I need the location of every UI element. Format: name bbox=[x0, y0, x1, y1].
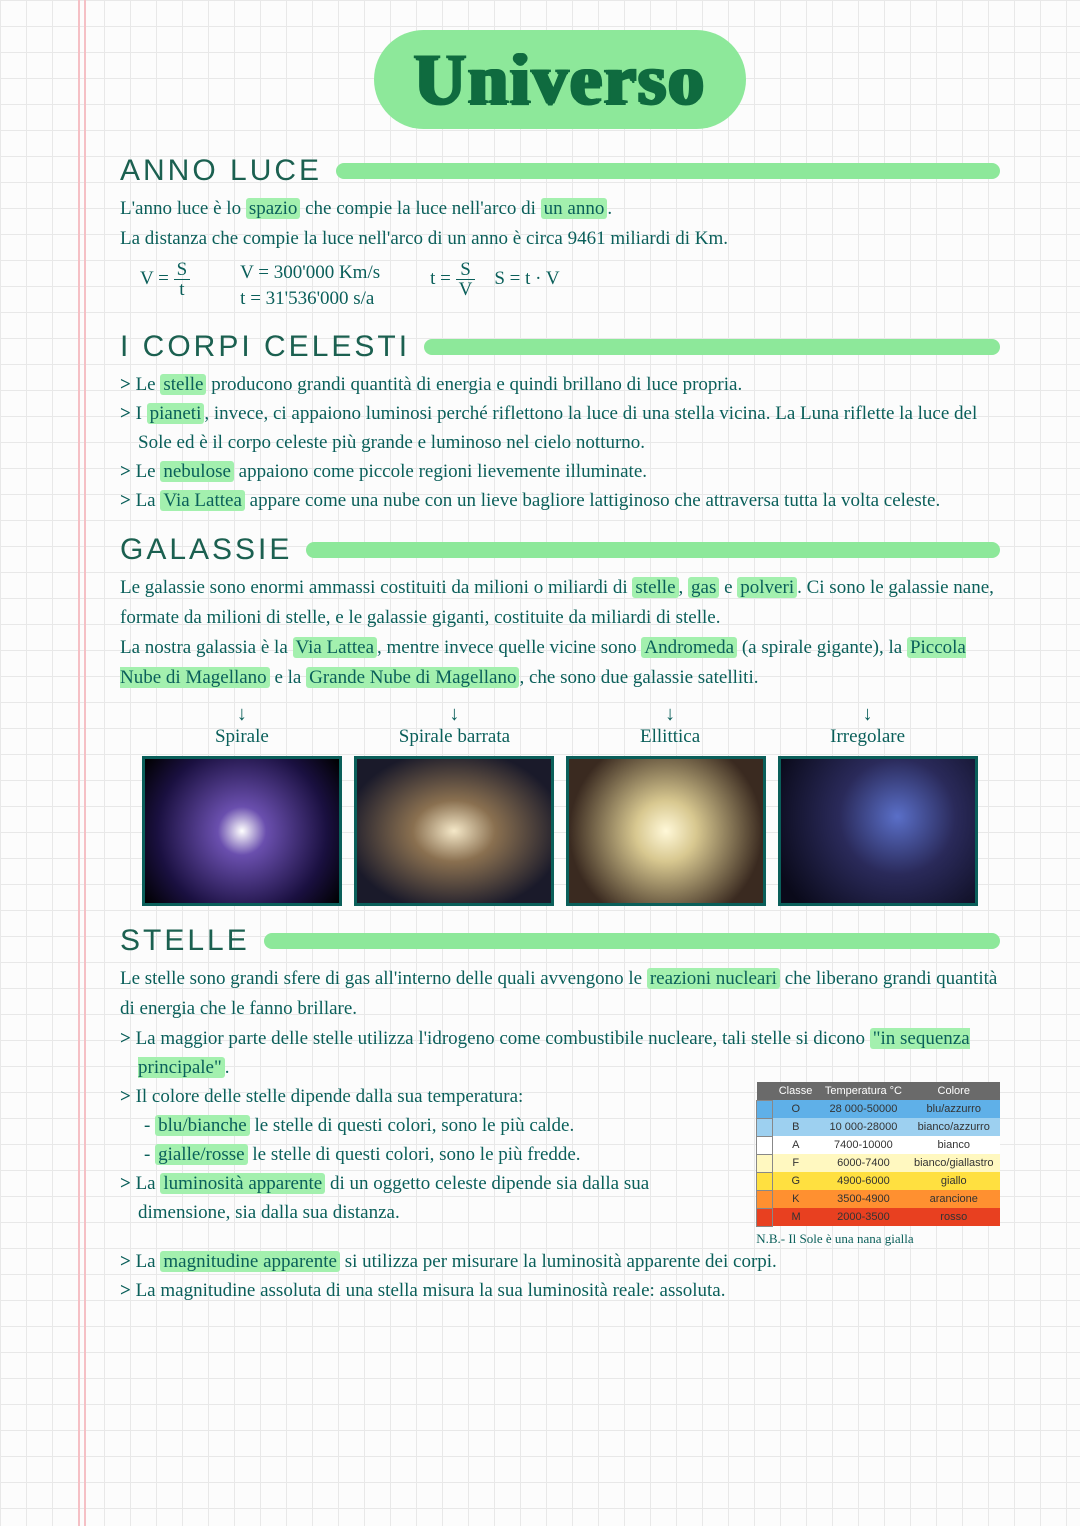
star-class-table-wrap: Classe Temperatura °C Colore O28 000-500… bbox=[756, 1082, 1000, 1247]
galaxy-img-elliptical bbox=[566, 756, 766, 906]
galaxy-img-spiral bbox=[142, 756, 342, 906]
galassie-p1: Le galassie sono enormi ammassi costitui… bbox=[120, 573, 1000, 633]
galaxy-type-spiral: Spirale bbox=[215, 726, 269, 747]
heading-anno-luce: ANNO LUCE bbox=[120, 154, 336, 188]
star-class-table: Classe Temperatura °C Colore O28 000-500… bbox=[756, 1082, 1000, 1227]
formula-row: V = St V = 300'000 Km/s t = 31'536'000 s… bbox=[140, 260, 1000, 312]
section-stelle: STELLE bbox=[120, 924, 1000, 958]
heading-bar bbox=[264, 933, 1000, 949]
page-title: Universo bbox=[414, 39, 706, 119]
formula-t: t = SV S = t · V bbox=[430, 260, 560, 312]
section-corpi: I CORPI CELESTI bbox=[120, 330, 1000, 364]
formula-vals: V = 300'000 Km/s t = 31'536'000 s/a bbox=[240, 260, 380, 312]
anno-luce-line1: L'anno luce è lo spazio che compie la lu… bbox=[120, 194, 1000, 224]
galaxy-type-irregular: Irregolare bbox=[830, 726, 905, 747]
heading-stelle: STELLE bbox=[120, 924, 264, 958]
page-title-wrap: Universo bbox=[120, 30, 1000, 129]
stelle-s2: - gialle/rosse le stelle di questi color… bbox=[120, 1140, 742, 1169]
stelle-b3: La luminosità apparente di un oggetto ce… bbox=[120, 1169, 742, 1227]
heading-bar bbox=[336, 163, 1000, 179]
heading-galassie: GALASSIE bbox=[120, 533, 306, 567]
table-row: M2000-3500rosso bbox=[757, 1208, 1000, 1226]
heading-bar bbox=[306, 542, 1000, 558]
formula-v: V = St bbox=[140, 260, 190, 312]
stelle-b4: La magnitudine apparente si utilizza per… bbox=[120, 1247, 1000, 1276]
star-table-note: N.B.- Il Sole è una nana gialla bbox=[756, 1231, 1000, 1247]
galassie-p2: La nostra galassia è la Via Lattea, ment… bbox=[120, 633, 1000, 693]
notebook-margin-1 bbox=[78, 0, 80, 1526]
stelle-b1: La maggior parte delle stelle utilizza l… bbox=[120, 1024, 1000, 1082]
table-row: K3500-4900arancione bbox=[757, 1190, 1000, 1208]
section-galassie: GALASSIE bbox=[120, 533, 1000, 567]
stelle-b2: Il colore delle stelle dipende dalla sua… bbox=[120, 1082, 742, 1111]
heading-corpi: I CORPI CELESTI bbox=[120, 330, 424, 364]
table-row: A7400-10000bianco bbox=[757, 1136, 1000, 1154]
galaxy-img-irregular bbox=[778, 756, 978, 906]
stelle-s1: - blu/bianche le stelle di questi colori… bbox=[120, 1111, 742, 1140]
table-row: B10 000-28000bianco/azzurro bbox=[757, 1118, 1000, 1136]
galaxy-type-barred: Spirale barrata bbox=[399, 726, 510, 747]
corpi-b2: I pianeti, invece, ci appaiono luminosi … bbox=[120, 399, 1000, 457]
galaxy-type-labels: ↓Spirale ↓Spirale barrata ↓Ellittica ↓Ir… bbox=[150, 703, 970, 748]
corpi-b3: Le nebulose appaiono come piccole region… bbox=[120, 457, 1000, 486]
anno-luce-line2: La distanza che compie la luce nell'arco… bbox=[120, 224, 1000, 254]
galaxy-type-elliptical: Ellittica bbox=[640, 726, 700, 747]
table-row: F6000-7400bianco/giallastro bbox=[757, 1154, 1000, 1172]
corpi-b1: Le stelle producono grandi quantità di e… bbox=[120, 370, 1000, 399]
table-row: G4900-6000giallo bbox=[757, 1172, 1000, 1190]
stelle-p1: Le stelle sono grandi sfere di gas all'i… bbox=[120, 964, 1000, 1024]
galaxy-img-barred bbox=[354, 756, 554, 906]
section-anno-luce: ANNO LUCE bbox=[120, 154, 1000, 188]
table-row: O28 000-50000blu/azzurro bbox=[757, 1100, 1000, 1118]
galaxy-gallery bbox=[120, 756, 1000, 906]
corpi-b4: La Via Lattea appare come una nube con u… bbox=[120, 486, 1000, 515]
heading-bar bbox=[424, 339, 1000, 355]
notebook-margin-2 bbox=[84, 0, 86, 1526]
stelle-b5: La magnitudine assoluta di una stella mi… bbox=[120, 1276, 1000, 1305]
